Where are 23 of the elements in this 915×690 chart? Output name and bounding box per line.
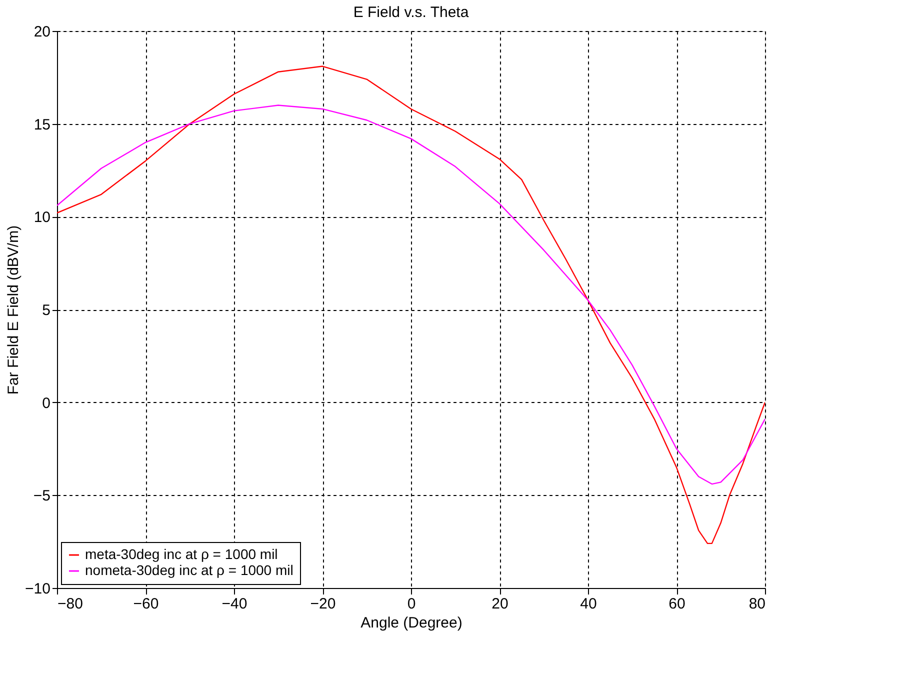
legend-label: nometa-30deg inc at ρ = 1000 mil (85, 562, 294, 578)
x-tick-label: 80 (748, 596, 766, 612)
x-tick-label: −80 (58, 596, 83, 612)
y-tick-label: 15 (34, 116, 50, 134)
y-axis-title: Far Field E Field (dBV/m) (5, 225, 22, 395)
chart-title: E Field v.s. Theta (353, 4, 470, 21)
legend-label: meta-30deg inc at ρ = 1000 mil (85, 546, 278, 562)
y-tick-label: −10 (25, 580, 50, 598)
x-tick-label: −60 (133, 596, 159, 612)
line-series (57, 104, 765, 485)
x-tick-label: 40 (580, 596, 597, 612)
line-series (57, 66, 765, 544)
y-tick-label: 10 (34, 209, 50, 226)
x-tick-label: 20 (492, 596, 508, 612)
y-tick-label: 20 (34, 24, 50, 40)
x-tick-label: −40 (222, 596, 248, 612)
y-tick-label: 0 (42, 394, 50, 412)
x-tick-label: 0 (407, 596, 416, 612)
x-tick-label: −20 (310, 596, 336, 612)
y-tick-label: 5 (42, 302, 50, 319)
x-tick-label: 60 (668, 596, 686, 612)
y-tick-label: −5 (33, 488, 50, 505)
x-axis-title: Angle (Degree) (360, 614, 462, 632)
